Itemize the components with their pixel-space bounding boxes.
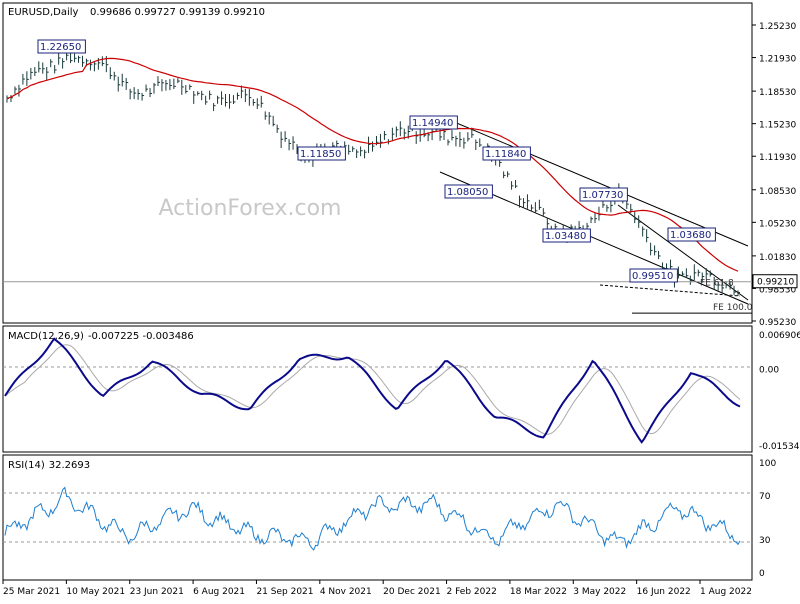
x-tick-label: 20 Dec 2021: [383, 587, 441, 597]
price-tick-label: 1.08530: [759, 187, 796, 197]
x-tick-label: 2 Feb 2022: [447, 587, 497, 597]
symbol-label: EURUSD,Daily: [8, 7, 79, 18]
price-annotation: 1.11840: [485, 149, 526, 160]
macd-title: MACD(12,26,9) -0.007225 -0.003486: [8, 331, 194, 342]
price-tick-label: 1.18530: [759, 88, 796, 98]
x-tick-label: 6 Aug 2021: [193, 587, 245, 597]
macd-tick-label: 0.006906: [759, 331, 800, 341]
x-tick-label: 1 Aug 2022: [700, 587, 752, 597]
rsi-tick-label: 30: [759, 536, 771, 546]
macd-line: [4, 337, 741, 444]
price-annotation: 0.99510: [632, 271, 673, 282]
x-axis: 25 Mar 2021 10 May 2021 23 Jun 2021 6 Aug 2…: [2, 580, 752, 597]
moving-average-line: [6, 57, 739, 272]
current-price-tag: 0.99210: [757, 278, 794, 288]
price-tick-label: 1.25230: [759, 22, 796, 32]
x-tick-label: 16 Jun 2022: [637, 587, 691, 597]
x-tick-label: 21 Sep 2021: [256, 587, 313, 597]
fe-level-label: FE 61.8: [700, 279, 734, 289]
macd-signal-line: [4, 344, 741, 435]
price-annotation: 1.22650: [40, 42, 81, 53]
watermark: ActionForex.com: [159, 196, 342, 221]
rsi-tick-label: 70: [759, 492, 771, 502]
rsi-title: RSI(14) 32.2693: [8, 460, 90, 471]
channel-upper: [439, 115, 749, 247]
price-annotation: 1.03680: [670, 230, 711, 241]
fe-level-label: FE 100.0: [713, 303, 753, 313]
ohlc-label: 0.99686 0.99727 0.99139 0.99210: [90, 7, 265, 18]
price-tick-label: 1.05230: [759, 219, 796, 229]
price-annotation: 1.07730: [582, 190, 623, 201]
macd-tick-label: -0.015348: [759, 442, 800, 452]
price-tick-label: 1.01830: [759, 253, 796, 263]
price-tick-label: 1.11930: [759, 153, 796, 163]
x-tick-label: 4 Nov 2021: [320, 587, 372, 597]
price-annotation: 1.08050: [447, 187, 488, 198]
price-tick-label: 0.98530: [759, 285, 796, 295]
price-tick-label: 1.21930: [759, 55, 796, 65]
price-panel: ActionForex.com EURUSD,Daily 0.99686 0.9…: [2, 2, 798, 328]
macd-panel: MACD(12,26,9) -0.007225 -0.003486 0.00690…: [2, 325, 800, 453]
price-tick-label: 1.15230: [759, 121, 796, 131]
x-tick-label: 18 Mar 2022: [510, 587, 567, 597]
price-tick-label: 0.95230: [759, 318, 796, 328]
rsi-line: [4, 486, 741, 551]
price-annotation: 1.11850: [300, 149, 341, 160]
rsi-panel: RSI(14) 32.2693 100 70 30 0: [2, 454, 776, 581]
rsi-tick-label: 0: [759, 569, 765, 579]
price-annotation: 1.03480: [545, 231, 586, 242]
price-annotation: 1.14940: [412, 118, 453, 129]
x-tick-label: 3 May 2022: [573, 587, 626, 597]
rsi-tick-label: 100: [759, 459, 776, 469]
x-tick-label: 25 Mar 2021: [3, 587, 60, 597]
x-tick-label: 23 Jun 2021: [130, 587, 184, 597]
x-tick-label: 10 May 2021: [66, 587, 125, 597]
macd-tick-label: 0.00: [759, 365, 779, 375]
